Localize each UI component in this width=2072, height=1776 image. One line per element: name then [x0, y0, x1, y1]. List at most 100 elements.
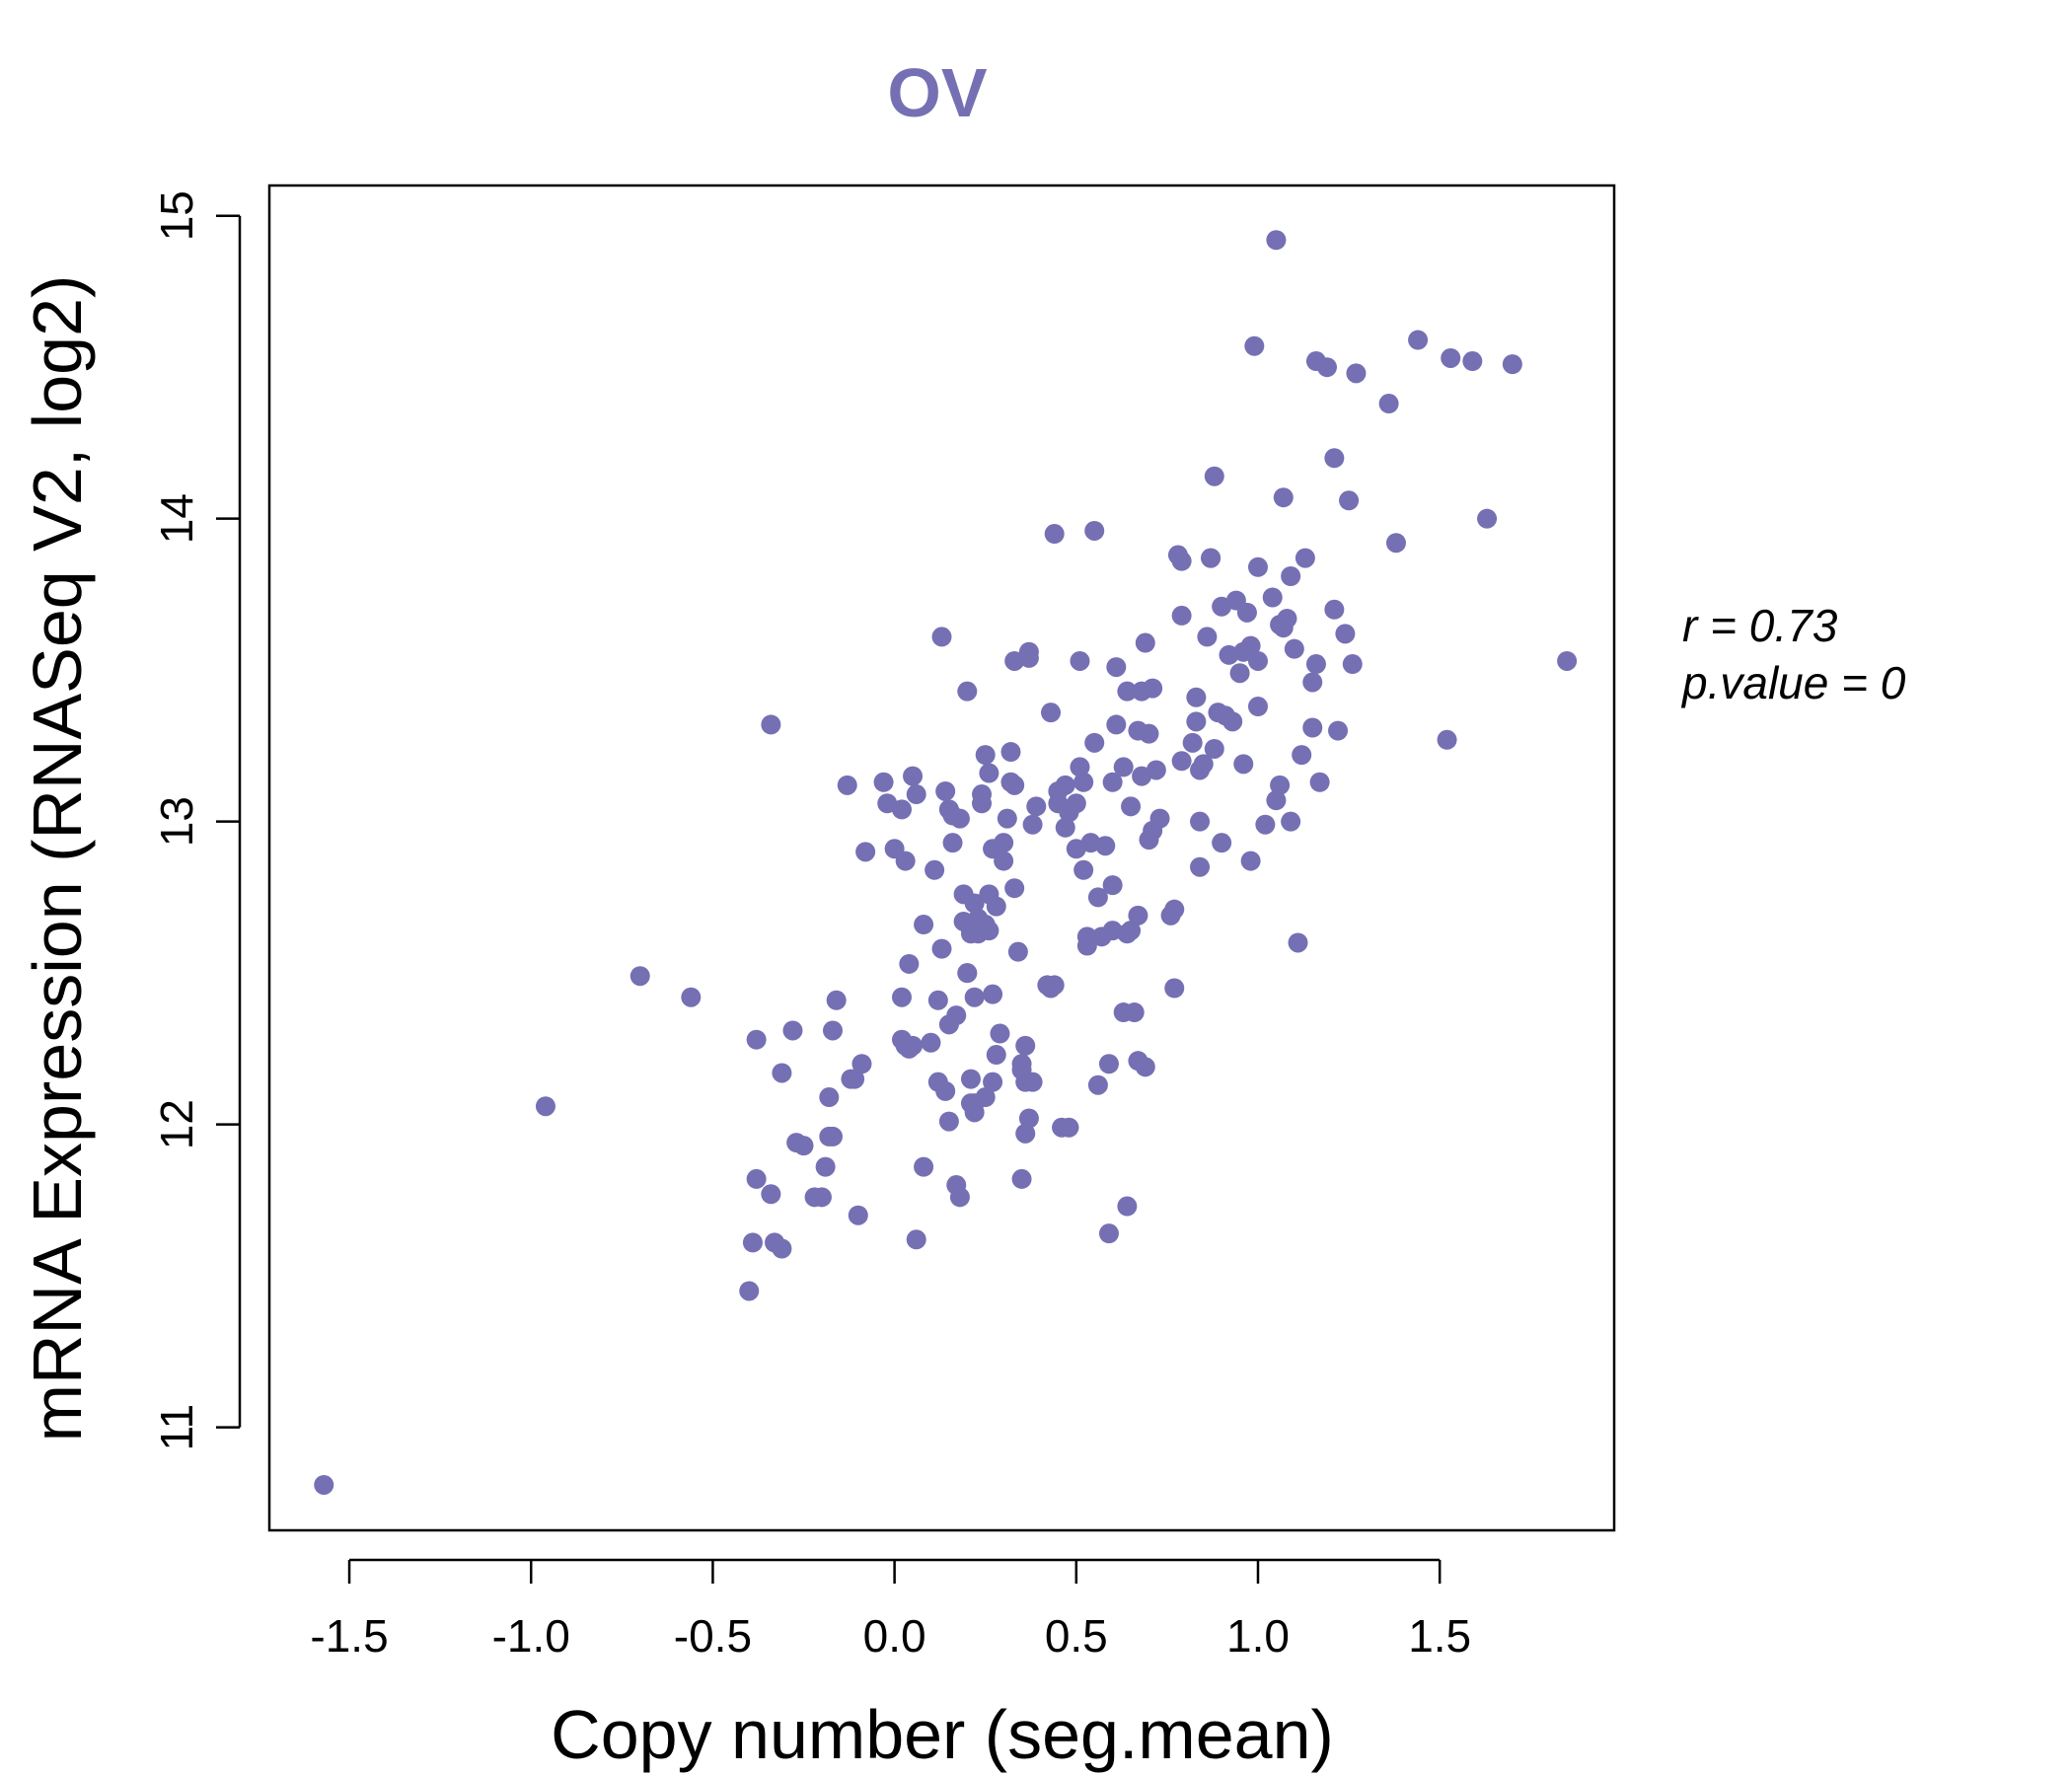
data-point: [1247, 697, 1268, 717]
data-point: [681, 987, 702, 1007]
data-point: [1229, 663, 1250, 684]
data-point: [1015, 1123, 1036, 1144]
data-point: [1342, 654, 1363, 675]
y-tick-label: 12: [151, 1099, 202, 1149]
data-point: [1247, 650, 1268, 671]
x-tick-label: 1.0: [1226, 1610, 1290, 1662]
data-point: [949, 808, 970, 829]
data-point: [935, 1080, 956, 1101]
data-point: [942, 833, 963, 853]
data-point: [1201, 548, 1221, 568]
y-axis: 11 12 13 14 15: [151, 190, 242, 1451]
data-point: [1302, 672, 1323, 693]
data-point: [1244, 335, 1265, 356]
data-point: [1288, 932, 1308, 953]
data-point: [845, 1069, 865, 1089]
data-point: [1240, 635, 1261, 656]
data-point: [1102, 772, 1123, 792]
x-tick-label: 0.5: [1045, 1610, 1108, 1662]
data-point: [899, 953, 920, 974]
data-point: [629, 966, 650, 987]
data-point: [975, 745, 996, 766]
data-point: [1098, 1054, 1119, 1074]
y-axis-label: mRNA Expression (RNASeq V2, log2): [19, 275, 96, 1443]
data-point: [1255, 814, 1276, 835]
data-point: [873, 772, 894, 792]
y-tick-label: 15: [151, 190, 202, 241]
data-point: [1113, 757, 1134, 777]
data-point: [742, 1232, 763, 1253]
data-point: [1073, 772, 1094, 792]
data-point: [997, 808, 1017, 829]
data-point: [1121, 921, 1142, 941]
data-point: [1197, 627, 1218, 647]
data-point: [1204, 738, 1224, 759]
data-point: [851, 1054, 872, 1074]
data-point: [1305, 654, 1326, 675]
data-point: [1339, 490, 1360, 511]
data-point: [1324, 448, 1345, 469]
data-point: [1087, 1074, 1108, 1095]
data-point: [986, 1045, 1006, 1066]
data-point: [1346, 363, 1367, 384]
data-point: [921, 1032, 941, 1053]
data-point: [746, 1168, 767, 1189]
data-point: [1022, 1072, 1043, 1092]
data-point: [1335, 624, 1356, 644]
data-point: [1059, 1117, 1079, 1138]
data-point: [1171, 551, 1192, 571]
data-point: [1281, 566, 1301, 587]
correlation-r-label: r = 0.73: [1682, 600, 1838, 651]
x-tick-label: 0.0: [863, 1610, 926, 1662]
data-point: [1222, 711, 1243, 732]
x-tick-label: -0.5: [674, 1610, 752, 1662]
data-point: [1015, 1035, 1036, 1056]
data-point: [1186, 687, 1207, 707]
data-point: [1266, 790, 1287, 811]
data-point: [1135, 632, 1155, 653]
data-point: [1270, 775, 1291, 795]
data-point: [891, 987, 912, 1007]
data-point: [1204, 466, 1224, 486]
data-point: [1121, 796, 1142, 817]
data-point: [837, 775, 857, 795]
data-point: [1273, 487, 1294, 508]
chart-title: OV: [887, 54, 987, 131]
y-tick-label: 14: [151, 493, 202, 544]
data-point: [927, 990, 948, 1010]
data-point: [1186, 711, 1207, 732]
data-point: [1087, 887, 1108, 908]
data-point: [1022, 814, 1043, 835]
data-point: [1378, 394, 1399, 414]
data-point: [1128, 905, 1148, 925]
data-point: [1004, 878, 1025, 899]
data-point: [1102, 875, 1123, 896]
data-point: [957, 963, 978, 984]
data-point: [949, 1187, 970, 1208]
data-point: [914, 915, 934, 935]
data-point: [761, 714, 781, 735]
data-point: [761, 1184, 781, 1205]
data-point: [1284, 638, 1304, 659]
data-point: [1095, 836, 1116, 856]
data-point: [1070, 650, 1090, 671]
data-point: [1171, 751, 1192, 772]
data-point: [535, 1096, 555, 1117]
data-point: [826, 990, 847, 1010]
data-point: [1106, 714, 1127, 735]
x-tick-label: -1.5: [310, 1610, 388, 1662]
data-point: [1212, 833, 1232, 853]
data-point: [1236, 602, 1257, 623]
y-tick-label: 13: [151, 796, 202, 847]
data-point: [903, 766, 924, 786]
data-point: [1117, 681, 1138, 702]
data-point: [1018, 1108, 1039, 1129]
data-point: [1502, 354, 1522, 375]
data-point: [1281, 811, 1301, 832]
data-point: [1124, 1002, 1145, 1023]
data-point: [1193, 754, 1214, 775]
data-point: [1011, 1168, 1032, 1189]
data-point: [1044, 975, 1065, 996]
data-point: [1070, 757, 1090, 777]
data-point: [1557, 650, 1578, 671]
